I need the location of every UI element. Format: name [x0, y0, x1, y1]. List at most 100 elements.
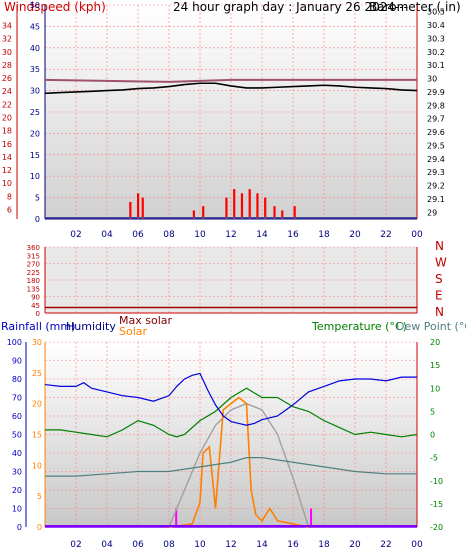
direction-tick-label: 270: [27, 261, 40, 269]
tick-label-inner: 15: [30, 151, 40, 160]
solar-marker: [310, 508, 313, 527]
direction-tick-label: 0: [36, 310, 40, 318]
x-tick-label: 06: [132, 230, 144, 240]
temp-tick-label: -20: [430, 523, 443, 532]
baro-tick-label: 29.6: [427, 128, 445, 137]
direction-tick-label: 360: [27, 244, 40, 252]
x-tick-label: 22: [380, 540, 391, 550]
tick-label-outer: 24: [2, 87, 12, 96]
humidity-tick-label: 50: [12, 431, 22, 440]
temp-tick-label: 0: [430, 431, 435, 440]
baro-tick-label: 30: [427, 75, 437, 84]
x-tick-label: 22: [380, 230, 391, 240]
wind-gust-bar: [256, 193, 259, 219]
tick-label-outer: 26: [2, 74, 12, 83]
wind-gust-bar: [137, 193, 140, 219]
baro-tick-label: 30.5: [427, 8, 445, 17]
direction-tick-label: 315: [27, 252, 40, 260]
baro-tick-label: 29.7: [427, 115, 445, 124]
x-tick-label: 04: [101, 230, 113, 240]
x-tick-label: 20: [349, 540, 361, 550]
humidity-line: [44, 372, 417, 426]
x-tick-label: 10: [194, 230, 206, 240]
tick-label-outer: 14: [2, 153, 12, 162]
wind-gust-bar: [273, 206, 276, 219]
tick-label-outer: 10: [2, 179, 12, 188]
x-tick-label: 16: [287, 540, 299, 550]
tick-label-outer: 20: [2, 114, 12, 123]
tick-label-inner: 45: [30, 22, 40, 31]
tick-label-outer: 8: [7, 192, 12, 201]
x-tick-label: 00: [411, 540, 423, 550]
legend-rainfall: Rainfall (mm): [1, 320, 75, 333]
x-tick-label: 04: [101, 540, 113, 550]
baro-tick-label: 29.2: [427, 182, 445, 191]
panel1-series: [44, 78, 418, 219]
x-tick-label: 02: [70, 540, 81, 550]
humidity-tick-label: 60: [12, 412, 22, 421]
wind-gust-bar: [192, 210, 195, 219]
tick-label-inner: 40: [30, 44, 40, 53]
temp-tick-label: -10: [430, 477, 443, 486]
legend-temperature: Temperature (°C): [311, 320, 407, 333]
solar-tick-label: 5: [37, 492, 42, 501]
barometer-axis-label: Barometer (.in): [369, 0, 461, 14]
x-tick-label: 16: [287, 230, 299, 240]
baro-tick-label: 29.5: [427, 141, 445, 150]
solar-marker: [175, 508, 178, 527]
max-solar-line: [168, 402, 310, 528]
temp-tick-label: 20: [430, 338, 440, 347]
tick-label-outer: 32: [2, 35, 12, 44]
tick-label-inner: 50: [30, 1, 40, 10]
x-tick-label: 14: [256, 540, 268, 550]
tick-label-inner: 0: [35, 215, 40, 224]
x-tick-label: 08: [163, 230, 175, 240]
humidity-tick-label: 30: [12, 468, 22, 477]
wind-gust-bar: [240, 193, 244, 219]
wind-gust-bar: [264, 197, 267, 219]
barometer-band-line: [44, 78, 417, 83]
direction-tick-label: 225: [27, 269, 40, 277]
tick-label-outer: 30: [2, 48, 12, 57]
direction-tick-label: 135: [27, 285, 40, 293]
legend-solar: Solar: [119, 325, 148, 338]
solar-tick-label: 10: [32, 461, 42, 470]
tick-label-outer: 12: [2, 166, 12, 175]
tick-label-outer: 6: [7, 205, 12, 214]
windspeed-axis-label: Windspeed (kph): [4, 0, 106, 14]
humidity-tick-label: 40: [12, 449, 22, 458]
baro-tick-label: 29.8: [427, 101, 445, 110]
humidity-tick-label: 10: [12, 505, 22, 514]
tick-label-inner: 35: [30, 65, 40, 74]
humidity-tick-label: 0: [17, 523, 22, 532]
humidity-tick-label: 80: [12, 375, 22, 384]
barometer-line: [44, 82, 418, 95]
x-tick-label: 12: [225, 540, 236, 550]
panel1-grid: [44, 4, 418, 220]
direction-tick-label: 90: [31, 294, 40, 302]
baro-tick-label: 30.2: [427, 48, 445, 57]
compass-label: N: [435, 239, 444, 253]
solar-line: [168, 396, 309, 528]
x-tick-label: 02: [70, 230, 81, 240]
baro-tick-label: 30.1: [427, 61, 445, 70]
solar-tick-label: 20: [32, 400, 42, 409]
wind-gust-bar: [225, 197, 228, 219]
baro-tick-label: 29.3: [427, 168, 445, 177]
x-tick-label: 06: [132, 540, 144, 550]
solar-tick-label: 30: [32, 338, 42, 347]
compass-label: N: [435, 305, 444, 319]
legend-humidity: Humidity: [66, 320, 116, 333]
legend-dewpoint: Dew Point (°C): [396, 320, 466, 333]
humidity-tick-label: 90: [12, 357, 22, 366]
baro-tick-label: 29: [427, 208, 437, 217]
baro-tick-label: 30.3: [427, 34, 445, 43]
temp-tick-label: 15: [430, 361, 440, 370]
humidity-tick-label: 70: [12, 394, 22, 403]
temp-tick-label: -5: [430, 454, 438, 463]
wind-gust-bar: [293, 206, 296, 219]
legend-max-solar: Max solar: [119, 314, 172, 327]
x-tick-label: 10: [194, 540, 206, 550]
x-tick-label: 12: [225, 230, 236, 240]
